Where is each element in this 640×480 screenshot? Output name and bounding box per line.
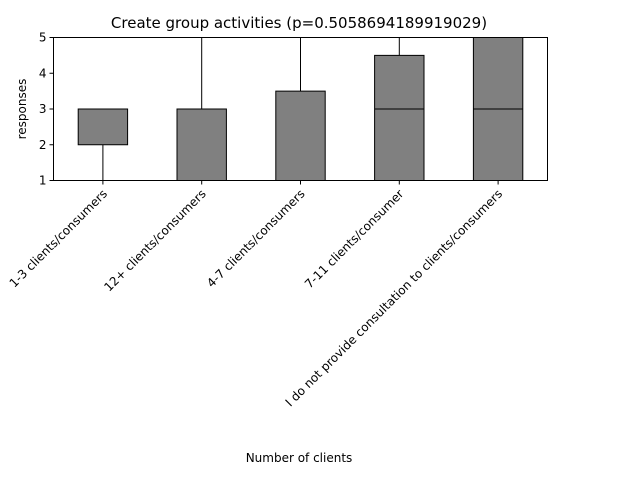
box-rect <box>374 54 425 181</box>
x-tick-label: 12+ clients/consumers <box>101 187 209 295</box>
x-tick-label: 7-11 clients/consumer <box>302 187 406 291</box>
x-axis-label: Number of clients <box>246 451 353 465</box>
y-axis: 1 2 3 4 5 <box>39 31 54 188</box>
chart-title: Create group activities (p=0.50586941899… <box>111 14 487 32</box>
y-tick-label: 1 <box>39 174 47 188</box>
box-rect <box>275 90 326 181</box>
box-4 <box>374 37 425 181</box>
y-tick-label: 4 <box>39 66 47 80</box>
x-tick-label: 4-7 clients/consumers <box>204 187 307 290</box>
box-1 <box>77 108 129 181</box>
box-rect <box>77 108 129 146</box>
x-tick-label: I do not provide consultation to clients… <box>283 187 506 410</box>
y-tick-label: 3 <box>39 102 47 116</box>
box-rect <box>176 108 227 181</box>
box-5 <box>472 37 524 181</box>
y-tick-label: 5 <box>39 31 47 45</box>
x-tick-label: 1-3 clients/consumers <box>7 187 110 290</box>
y-axis-label: responses <box>15 79 29 140</box>
y-tick-label: 2 <box>39 138 47 152</box>
box-2 <box>176 37 227 181</box>
plot-area <box>77 37 524 181</box>
box-3 <box>275 37 326 181</box>
